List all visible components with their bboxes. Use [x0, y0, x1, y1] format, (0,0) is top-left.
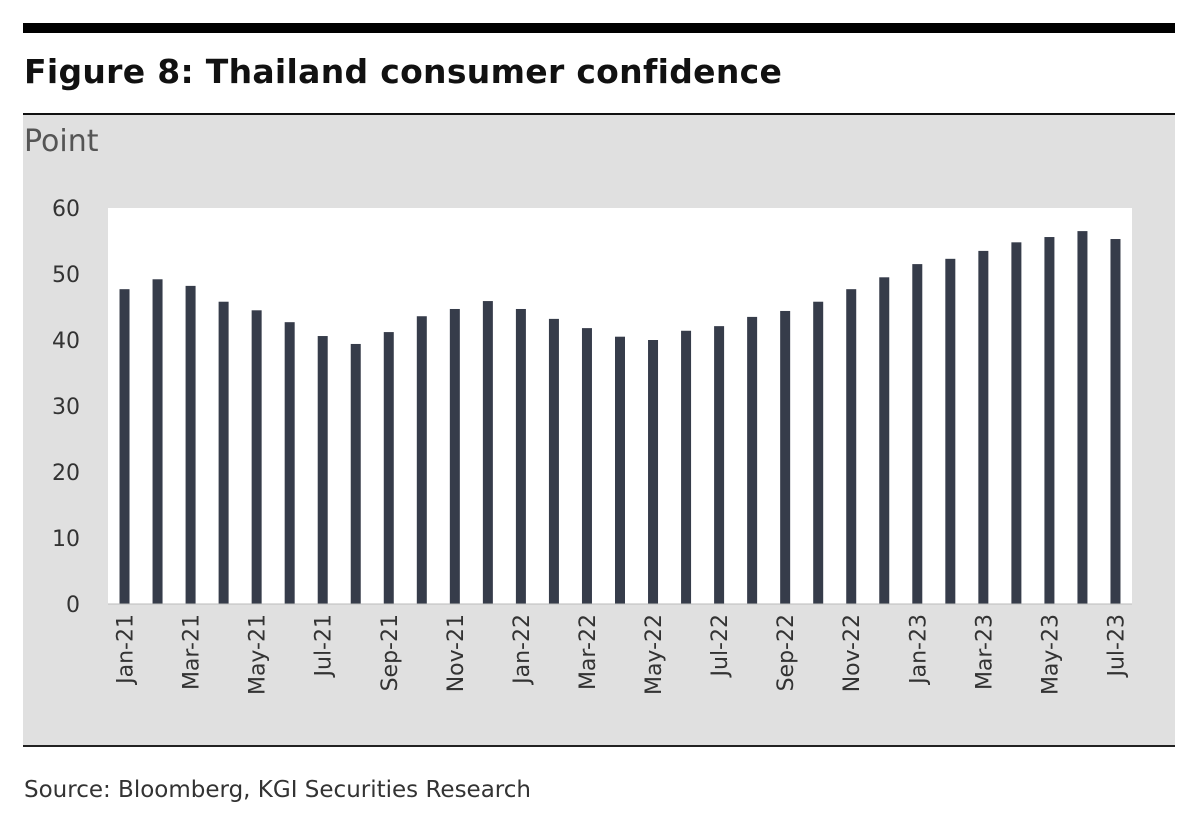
bar-Jul-21 [317, 336, 328, 604]
bar-Feb-23 [945, 258, 956, 604]
x-tick-label: Jul-21 [312, 614, 337, 678]
x-tick-label: Sep-22 [774, 614, 799, 691]
y-tick-label: 20 [52, 461, 80, 486]
bar-Jan-22 [515, 308, 526, 604]
x-tick-label: Jul-23 [1104, 614, 1129, 678]
x-tick-label: Sep-21 [378, 614, 403, 691]
title-rule [23, 113, 1175, 115]
y-tick-label: 0 [66, 593, 80, 618]
source-note: Source: Bloomberg, KGI Securities Resear… [24, 777, 531, 803]
x-tick-label: Mar-23 [972, 614, 997, 690]
x-tick-label: May-23 [1038, 614, 1063, 695]
y-tick-label: 30 [52, 395, 80, 420]
bar-Apr-23 [1011, 242, 1022, 604]
x-tick-label: May-22 [642, 614, 667, 695]
bar-Apr-21 [218, 301, 229, 604]
bar-Jun-23 [1077, 231, 1088, 604]
y-tick-label: 40 [52, 329, 80, 354]
bar-Mar-23 [978, 250, 989, 604]
bar-Oct-22 [813, 301, 824, 604]
y-tick-label: 50 [52, 263, 80, 288]
bar-Feb-22 [548, 318, 559, 604]
bar-Feb-21 [152, 279, 163, 604]
figure-title: Figure 8: Thailand consumer confidence [24, 52, 783, 91]
y-axis-label: Point [24, 124, 99, 159]
top-rule [23, 23, 1175, 33]
bar-Oct-21 [416, 316, 427, 604]
bar-Mar-21 [185, 285, 196, 604]
x-tick-label: Jul-22 [708, 614, 733, 678]
x-tick-label: Nov-22 [840, 614, 865, 692]
x-tick-label: Mar-21 [180, 614, 205, 690]
bar-Apr-22 [615, 336, 625, 604]
x-tick-label: Mar-22 [576, 614, 601, 690]
bar-Aug-21 [350, 343, 361, 604]
x-tick-label: Nov-21 [444, 614, 469, 692]
bar-Mar-22 [581, 328, 592, 604]
x-tick-label: Jan-22 [510, 614, 535, 686]
y-tick-label: 60 [52, 197, 80, 222]
bar-Jan-21 [119, 289, 130, 604]
y-tick-label: 10 [52, 527, 80, 552]
x-tick-label: Jan-21 [114, 614, 139, 686]
bar-May-23 [1044, 237, 1055, 605]
bar-Jun-21 [284, 322, 295, 604]
bar-Dec-22 [879, 277, 890, 604]
x-tick-label: May-21 [246, 614, 271, 695]
bar-Jun-22 [681, 330, 692, 604]
x-tick-label: Jan-23 [906, 614, 931, 686]
bar-Sep-21 [383, 332, 394, 604]
bar-May-21 [251, 310, 262, 604]
bar-May-22 [648, 340, 659, 604]
bar-Jan-23 [912, 264, 923, 604]
bar-Nov-22 [846, 289, 857, 604]
bar-Jul-23 [1110, 239, 1121, 604]
bar-Dec-21 [482, 301, 493, 604]
bar-Sep-22 [780, 310, 791, 604]
bar-Aug-22 [747, 316, 758, 604]
bar-Jul-22 [714, 326, 725, 604]
bar-Nov-21 [449, 308, 460, 604]
